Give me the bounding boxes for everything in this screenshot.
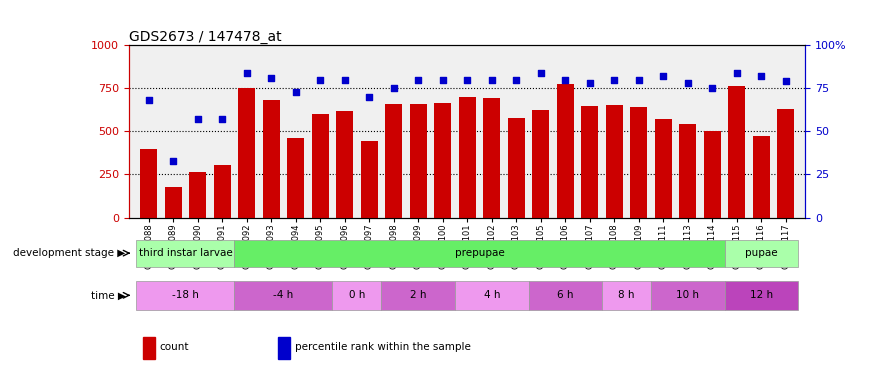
Bar: [136, 240, 234, 267]
Bar: [409, 104, 427, 218]
Bar: [140, 148, 158, 217]
Text: -4 h: -4 h: [273, 290, 294, 300]
Point: [190, 116, 205, 122]
Bar: [234, 240, 724, 267]
Text: time ▶: time ▶: [91, 290, 125, 300]
Point: [460, 76, 474, 82]
Point: [754, 73, 768, 79]
Bar: [263, 100, 279, 218]
Bar: [704, 131, 721, 218]
Bar: [753, 136, 770, 218]
Point: [362, 94, 376, 100]
Point: [656, 73, 670, 79]
Point: [166, 158, 181, 164]
Bar: [434, 103, 451, 218]
Text: GDS2673 / 147478_at: GDS2673 / 147478_at: [129, 30, 281, 44]
Bar: [239, 88, 255, 218]
Bar: [142, 337, 155, 359]
Text: 0 h: 0 h: [349, 290, 365, 300]
Bar: [651, 281, 724, 310]
Point: [534, 70, 548, 76]
Bar: [333, 281, 382, 310]
Bar: [581, 106, 598, 218]
Bar: [507, 118, 525, 218]
Bar: [529, 281, 602, 310]
Text: pupae: pupae: [745, 248, 778, 258]
Bar: [557, 84, 574, 218]
Bar: [136, 281, 234, 310]
Bar: [458, 97, 476, 218]
Point: [730, 70, 744, 76]
Bar: [385, 104, 402, 218]
Bar: [234, 281, 333, 310]
Bar: [602, 281, 651, 310]
Bar: [606, 105, 623, 218]
Text: percentile rank within the sample: percentile rank within the sample: [295, 342, 471, 352]
Bar: [165, 188, 182, 218]
Bar: [679, 124, 696, 217]
Point: [142, 97, 156, 103]
Bar: [360, 141, 377, 218]
Point: [239, 70, 254, 76]
Point: [337, 76, 352, 82]
Text: 4 h: 4 h: [483, 290, 500, 300]
Point: [264, 75, 279, 81]
Point: [705, 85, 719, 91]
Text: 12 h: 12 h: [749, 290, 773, 300]
Point: [313, 76, 328, 82]
Bar: [724, 240, 798, 267]
Text: development stage ▶: development stage ▶: [13, 248, 125, 258]
Point: [411, 76, 425, 82]
Point: [435, 76, 449, 82]
Bar: [214, 165, 231, 218]
Bar: [724, 281, 798, 310]
Bar: [532, 110, 549, 218]
Text: prepupae: prepupae: [455, 248, 505, 258]
Text: count: count: [159, 342, 189, 352]
Bar: [336, 111, 353, 218]
Point: [632, 76, 646, 82]
Point: [607, 76, 621, 82]
Text: 10 h: 10 h: [676, 290, 700, 300]
Bar: [287, 138, 304, 218]
Point: [558, 76, 572, 82]
Bar: [455, 281, 529, 310]
Text: 8 h: 8 h: [619, 290, 635, 300]
Point: [485, 76, 499, 82]
Bar: [189, 172, 206, 217]
Bar: [777, 109, 795, 217]
Point: [583, 80, 597, 86]
Bar: [382, 281, 455, 310]
Bar: [278, 337, 290, 359]
Point: [288, 88, 303, 94]
Text: 6 h: 6 h: [557, 290, 573, 300]
Point: [215, 116, 230, 122]
Bar: [630, 107, 647, 218]
Bar: [312, 114, 328, 218]
Point: [386, 85, 400, 91]
Text: 2 h: 2 h: [410, 290, 426, 300]
Point: [681, 80, 695, 86]
Point: [779, 78, 793, 84]
Bar: [483, 98, 500, 218]
Bar: [655, 119, 672, 218]
Text: -18 h: -18 h: [172, 290, 198, 300]
Point: [509, 76, 523, 82]
Text: third instar larvae: third instar larvae: [139, 248, 232, 258]
Bar: [728, 86, 746, 218]
